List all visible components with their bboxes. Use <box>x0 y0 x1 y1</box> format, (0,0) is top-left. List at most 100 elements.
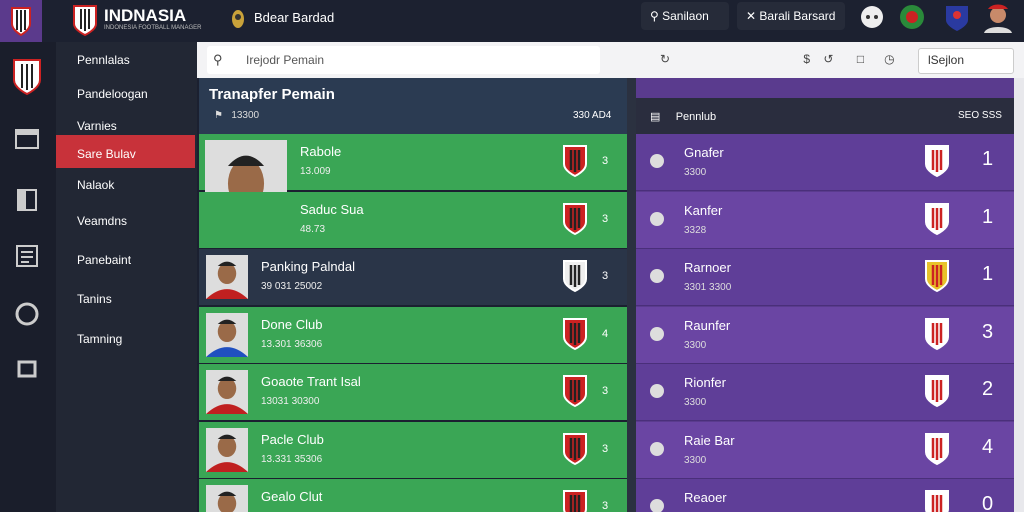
club-crest <box>924 259 950 298</box>
transfer-title: Tranapfer Pemain <box>209 86 335 103</box>
club-rank-icon <box>650 326 664 346</box>
player-info: 13.301 36306 <box>261 338 323 350</box>
player-photo <box>206 427 248 477</box>
filter-label[interactable]: lSejlon <box>928 53 965 67</box>
rail-icons[interactable] <box>0 42 56 402</box>
club-name[interactable]: Reaoer <box>684 490 727 505</box>
player-name[interactable]: Done Club <box>261 316 323 332</box>
club-info: 3300 <box>684 454 707 466</box>
player-info: 48.73 <box>300 223 326 235</box>
player-crest <box>562 259 588 298</box>
player-crest <box>562 202 588 241</box>
club-name[interactable]: Raunfer <box>684 317 731 333</box>
menu-item[interactable]: Veamdns <box>77 214 128 228</box>
transfer-subtitle-text: 13300 <box>231 110 260 121</box>
search-button-label[interactable]: ⚲ Sanilaon <box>650 9 709 23</box>
search-button-text[interactable]: Sanilaon <box>662 9 709 23</box>
clubs-title: ▤ Pennlub <box>650 111 717 123</box>
filter-button[interactable] <box>918 48 1014 74</box>
player-value: 4 <box>602 327 609 340</box>
menu-item[interactable]: Tanins <box>77 292 112 306</box>
brand-sub: INDONESIA FOOTBALL MANAGER <box>104 25 202 31</box>
logo-box[interactable] <box>0 0 42 42</box>
club-info: 3300 <box>684 397 707 408</box>
player-row[interactable] <box>199 191 627 248</box>
search-placeholder[interactable]: Irejodr Pemain <box>246 53 325 67</box>
scrollbar[interactable] <box>627 78 636 512</box>
menu-item[interactable]: Pennlalas <box>77 53 130 67</box>
club-name: Bdear Bardad <box>254 10 335 25</box>
brand: INDNASIA <box>104 6 187 25</box>
player-row[interactable] <box>199 364 627 420</box>
club-row[interactable] <box>636 421 1014 479</box>
club-row[interactable] <box>636 479 1014 512</box>
player-row[interactable] <box>199 306 627 363</box>
club-rank-icon <box>650 499 664 512</box>
player-crest <box>562 374 588 413</box>
club-crest <box>924 144 950 183</box>
club-name[interactable]: Rarnoer <box>684 260 731 275</box>
manager-button-text[interactable]: Barali Barsard <box>759 9 836 23</box>
club-name[interactable]: Kanfer <box>684 202 723 218</box>
menu-item[interactable]: Panebaint <box>77 253 132 267</box>
toolbar-icons[interactable]: ↻ $ ↺ □ ◷ <box>660 52 895 66</box>
player-photo <box>206 312 248 362</box>
player-value: 3 <box>602 212 609 225</box>
player-photo <box>206 370 248 419</box>
header-icons[interactable] <box>858 3 1018 33</box>
player-name[interactable]: Rabole <box>300 144 342 159</box>
club-rank-icon <box>650 154 664 173</box>
menu-item[interactable]: Nalaok <box>77 178 115 192</box>
player-name[interactable]: Panking Palndal <box>261 259 355 274</box>
club-rank-icon <box>650 211 664 231</box>
club-info: 3328 <box>684 224 707 236</box>
brand-crest <box>73 5 97 36</box>
club-row[interactable] <box>636 191 1014 249</box>
menu-item[interactable]: Tamning <box>77 332 123 346</box>
player-row[interactable] <box>199 479 627 512</box>
search-input[interactable] <box>207 46 600 74</box>
player-value: 3 <box>602 500 609 512</box>
manager-button[interactable] <box>737 2 845 30</box>
player-info: 13.331 35306 <box>261 453 323 465</box>
menu-item[interactable]: Sare Bulav <box>77 147 136 161</box>
search-icon: ⚲ <box>213 52 223 67</box>
player-row[interactable] <box>199 249 627 305</box>
menu-item[interactable]: Pandeloogan <box>77 87 148 101</box>
club-row[interactable] <box>636 249 1014 306</box>
club-icon <box>232 10 244 28</box>
transfer-columns: 330 AD4 <box>573 110 612 121</box>
club-crest <box>924 317 950 356</box>
player-name[interactable]: Gealo Clut <box>261 489 323 504</box>
player-row[interactable] <box>199 421 627 478</box>
menu-item-active[interactable] <box>56 135 195 168</box>
player-info: 13031 30300 <box>261 396 320 407</box>
player-name[interactable]: Pacle Club <box>261 431 324 447</box>
manager-button-label[interactable]: ✕ Barali Barsard <box>746 9 836 23</box>
player-value: 3 <box>602 442 609 455</box>
club-crest <box>924 374 950 413</box>
club-name[interactable]: Gnafer <box>684 145 724 160</box>
club-crest <box>924 202 950 241</box>
club-name[interactable]: Raie Bar <box>684 432 735 448</box>
club-row[interactable] <box>636 364 1014 421</box>
club-name[interactable]: Rionfer <box>684 375 726 390</box>
player-crest <box>562 317 588 356</box>
page-scrollbar[interactable] <box>1014 78 1024 512</box>
transfer-subtitle: ⚑ 13300 <box>214 110 260 121</box>
player-photo <box>206 255 248 304</box>
club-row[interactable] <box>636 306 1014 364</box>
player-name[interactable]: Goaote Trant Isal <box>261 374 361 389</box>
player-crest <box>562 144 588 183</box>
club-row[interactable] <box>636 134 1014 191</box>
player-info: 39 031 25002 <box>261 281 323 292</box>
player-name[interactable]: Saduc Sua <box>300 201 364 217</box>
club-info: 3300 <box>684 167 707 178</box>
search-button[interactable] <box>641 2 729 30</box>
menu-item[interactable]: Varnies <box>77 119 117 133</box>
club-crest <box>924 489 950 512</box>
player-crest <box>562 432 588 471</box>
top-bar <box>0 0 1024 42</box>
clubs-columns: SEO SSS <box>958 110 1002 121</box>
clubs-title-text: Pennlub <box>675 111 717 123</box>
